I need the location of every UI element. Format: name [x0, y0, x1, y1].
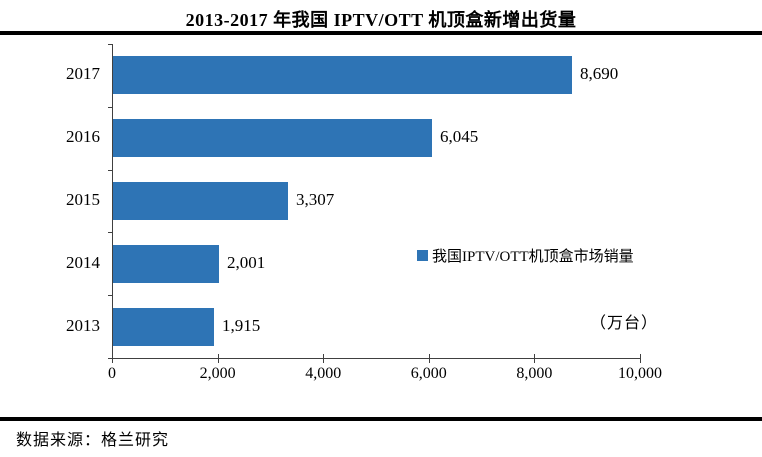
category-label: 2015 [66, 190, 100, 209]
y-axis-tick [108, 44, 113, 45]
legend: 我国IPTV/OTT机顶盒市场销量 [417, 245, 634, 266]
value-label: 2,001 [227, 252, 266, 272]
category-label: 2017 [66, 64, 100, 84]
x-axis-tick [112, 354, 113, 363]
x-axis-tick [640, 354, 641, 363]
y-axis-tick [108, 232, 113, 234]
x-tick-label: 2,000 [199, 365, 236, 382]
x-axis-tick [323, 354, 325, 363]
bar [113, 119, 432, 158]
value-label: 8,690 [580, 64, 619, 84]
x-axis-tick [428, 354, 430, 363]
y-axis-tick [108, 358, 113, 359]
category-label: 2016 [66, 127, 100, 147]
x-tick-label: 0 [108, 365, 116, 382]
bar [113, 244, 219, 283]
footer-divider [0, 417, 762, 421]
value-label: 3,307 [296, 190, 335, 209]
y-axis-tick [108, 169, 113, 171]
x-tick-label: 6,000 [410, 365, 447, 382]
x-axis-tick [217, 354, 219, 363]
category-label: 2014 [66, 252, 100, 272]
bar [113, 307, 214, 346]
value-label: 1,915 [222, 315, 261, 335]
x-axis-tick [534, 354, 536, 363]
legend-swatch-icon [417, 250, 428, 261]
x-tick-label: 8,000 [516, 365, 553, 382]
unit-label: （万台） [590, 315, 659, 332]
x-tick-label: 4,000 [305, 365, 342, 382]
title-divider [0, 31, 762, 35]
bar [113, 182, 288, 220]
category-label: 2013 [66, 315, 100, 335]
chart-title: 2013-2017 年我国 IPTV/OTT 机顶盒新增出货量 [185, 10, 577, 30]
bar [113, 56, 572, 95]
y-axis-tick [108, 106, 113, 108]
x-axis [112, 358, 641, 359]
source-note: 数据来源：格兰研究 [16, 432, 170, 449]
y-axis [112, 44, 113, 358]
value-label: 6,045 [440, 127, 479, 147]
x-tick-label: 10,000 [618, 365, 662, 382]
legend-label: 我国IPTV/OTT机顶盒市场销量 [432, 249, 634, 265]
y-axis-tick [108, 295, 113, 297]
